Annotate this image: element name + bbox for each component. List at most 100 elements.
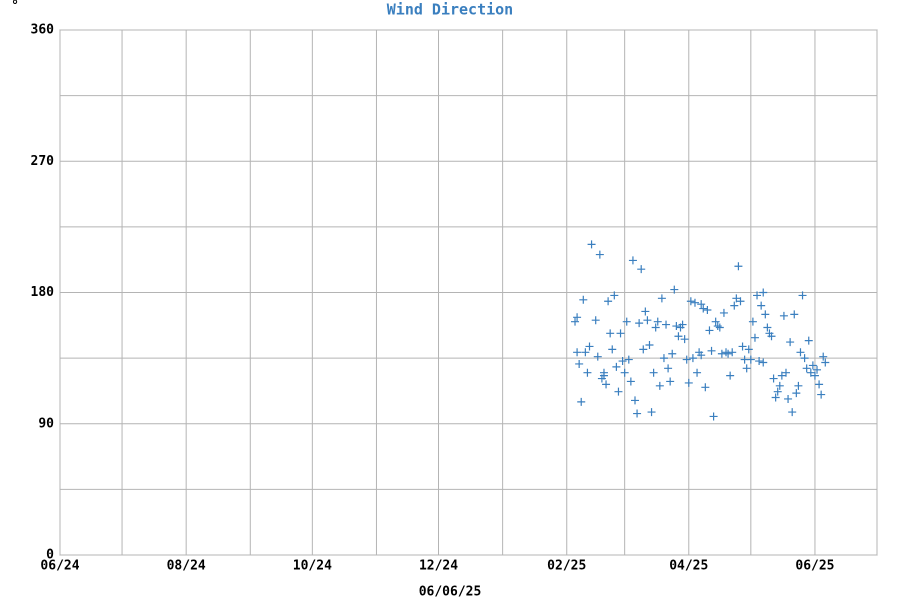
scatter-point bbox=[709, 412, 718, 421]
scatter-point bbox=[761, 310, 770, 319]
scatter-point bbox=[759, 358, 768, 367]
scatter-point bbox=[657, 294, 666, 303]
scatter-point bbox=[715, 323, 724, 332]
scatter-point bbox=[599, 368, 608, 377]
x-tick-label: 12/24 bbox=[419, 559, 458, 574]
scatter-point bbox=[602, 380, 611, 389]
scatter-point bbox=[802, 364, 811, 373]
scatter-point bbox=[701, 383, 710, 392]
scatter-point bbox=[655, 381, 664, 390]
x-tick-label: 10/24 bbox=[293, 559, 332, 574]
scatter-point bbox=[645, 341, 654, 349]
scatter-point bbox=[635, 319, 644, 328]
scatter-point bbox=[651, 323, 660, 332]
scatter-point bbox=[753, 291, 762, 300]
scatter-point bbox=[703, 306, 712, 314]
scatter-point bbox=[620, 368, 629, 377]
scatter-point bbox=[697, 300, 706, 309]
scatter-point bbox=[622, 317, 631, 326]
scatter-point bbox=[788, 408, 797, 417]
scatter-point bbox=[608, 345, 617, 354]
scatter-point bbox=[781, 368, 790, 377]
scatter-point bbox=[817, 390, 826, 399]
scatter-point bbox=[748, 317, 757, 326]
scatter-point bbox=[784, 394, 793, 403]
scatter-point bbox=[649, 368, 658, 377]
scatter-point bbox=[610, 291, 619, 300]
y-unit: ° bbox=[11, 0, 19, 14]
scatter-point bbox=[771, 393, 780, 402]
scatter-point bbox=[790, 310, 799, 319]
y-tick-label: 180 bbox=[31, 285, 55, 300]
scatter-point bbox=[662, 320, 671, 329]
scatter-point bbox=[571, 317, 580, 326]
scatter-point bbox=[757, 301, 766, 310]
chart-title: Wind Direction bbox=[387, 1, 513, 19]
scatter-point bbox=[786, 338, 795, 347]
scatter-point bbox=[808, 361, 817, 370]
y-tick-label: 360 bbox=[31, 23, 55, 38]
scatter-point bbox=[746, 355, 755, 364]
scatter-point bbox=[730, 301, 739, 310]
scatter-point bbox=[726, 371, 735, 380]
scatter-point bbox=[666, 377, 675, 386]
scatter-point bbox=[705, 326, 714, 335]
scatter-point bbox=[804, 336, 813, 345]
scatter-point bbox=[798, 291, 807, 300]
scatter-point bbox=[659, 354, 668, 363]
scatter-point bbox=[806, 368, 815, 377]
scatter-point bbox=[800, 354, 809, 363]
scatter-point bbox=[616, 329, 625, 338]
x-tick-label: 02/25 bbox=[547, 559, 586, 574]
scatter-point bbox=[707, 346, 716, 355]
scatter-point bbox=[794, 381, 803, 390]
scatter-point bbox=[732, 294, 741, 303]
scatter-point bbox=[728, 348, 737, 357]
scatter-point bbox=[796, 348, 805, 357]
scatter-point bbox=[810, 371, 819, 380]
scatter-point bbox=[664, 364, 673, 373]
scatter-point bbox=[773, 387, 782, 396]
x-tick-label: 04/25 bbox=[669, 559, 708, 574]
scatter-point bbox=[686, 297, 695, 306]
scatter-point bbox=[755, 357, 764, 366]
scatter-point bbox=[742, 364, 751, 373]
scatter-point bbox=[777, 371, 786, 380]
scatter-point bbox=[697, 351, 706, 360]
scatter-point bbox=[604, 297, 613, 306]
scatter-point bbox=[682, 355, 691, 364]
scatter-point bbox=[680, 335, 689, 344]
scatter-point bbox=[575, 359, 584, 368]
scatter-point bbox=[672, 322, 681, 331]
scatter-point bbox=[815, 380, 824, 389]
scatter-point bbox=[581, 348, 590, 357]
scatter-point bbox=[711, 317, 720, 326]
scatter-point bbox=[573, 348, 582, 357]
scatter-point bbox=[612, 362, 621, 371]
scatter-point bbox=[643, 316, 652, 325]
scatter-point bbox=[668, 349, 677, 358]
scatter-point bbox=[775, 381, 784, 390]
scatter-point bbox=[769, 374, 778, 383]
scatter-point bbox=[618, 357, 627, 366]
scatter-point bbox=[670, 285, 679, 294]
scatter-point bbox=[693, 368, 702, 377]
scatter-point bbox=[688, 354, 697, 363]
scatter-point bbox=[577, 397, 586, 406]
scatter-point bbox=[606, 329, 615, 338]
y-tick-label: 0 bbox=[46, 548, 54, 563]
scatter-point bbox=[678, 320, 687, 329]
scatter-point bbox=[744, 345, 753, 354]
scatter-point bbox=[583, 368, 592, 377]
scatter-point bbox=[579, 295, 588, 304]
scatter-point bbox=[684, 378, 693, 387]
scatter-point bbox=[792, 389, 801, 398]
scatter-point bbox=[767, 332, 776, 341]
scatter-point bbox=[734, 262, 743, 271]
scatter-point bbox=[637, 265, 646, 274]
scatter-point bbox=[813, 365, 822, 374]
scatter-point bbox=[821, 358, 830, 367]
scatter-point bbox=[674, 332, 683, 341]
scatter-point bbox=[690, 298, 699, 307]
